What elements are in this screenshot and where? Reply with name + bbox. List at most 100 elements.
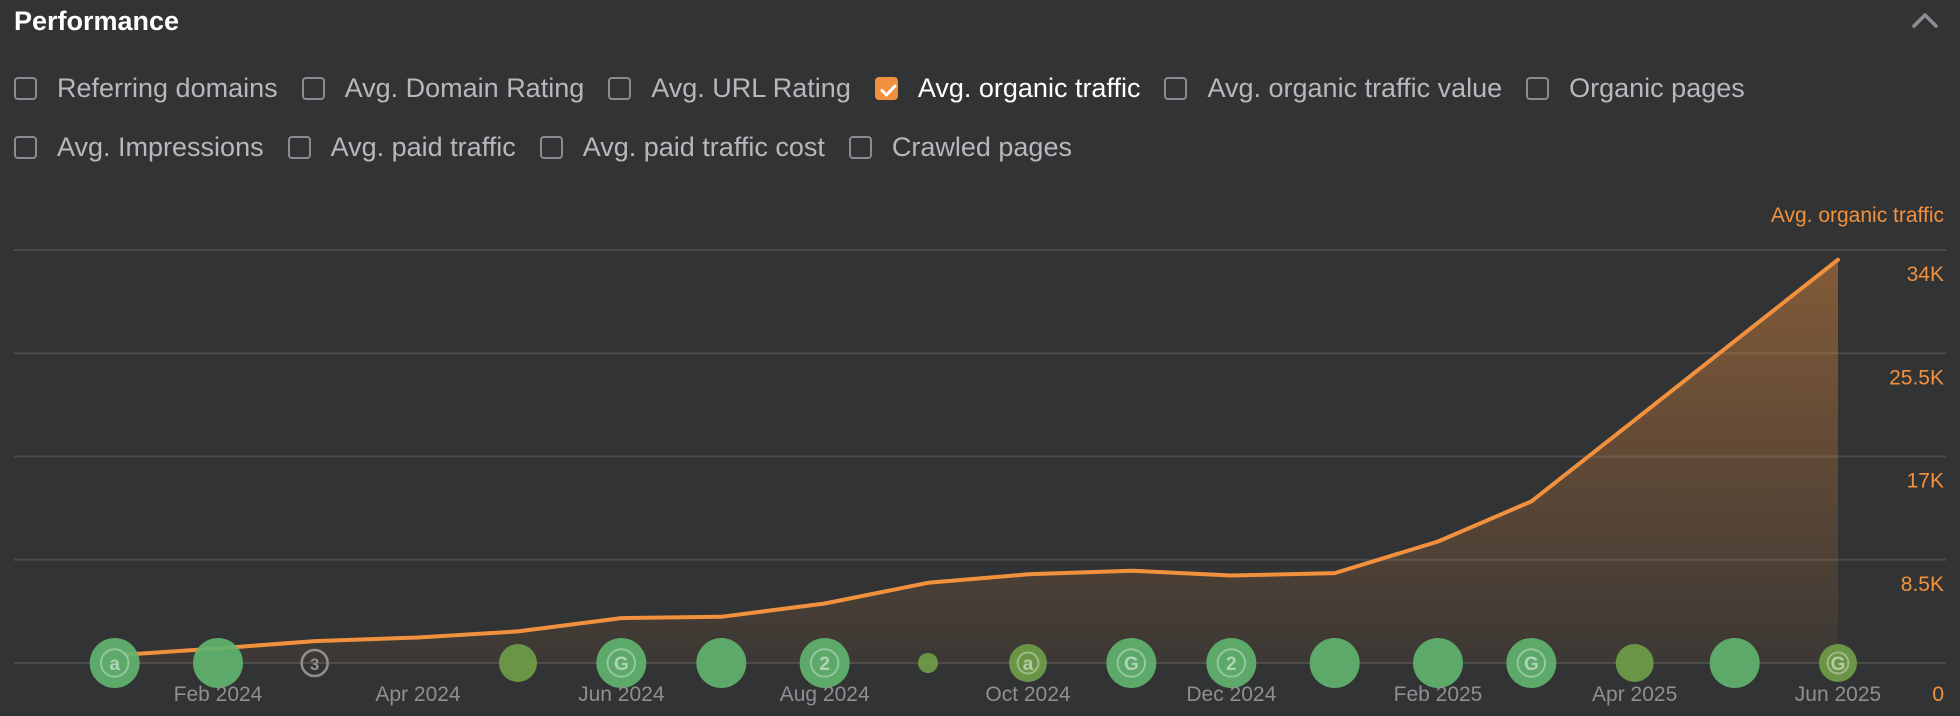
filter-row-2: Avg. Impressions Avg. paid traffic Avg. pa… [14,127,1954,167]
data-point [926,581,930,585]
data-point [1129,569,1133,573]
checkbox[interactable] [14,135,37,159]
data-point [1229,574,1233,578]
checkbox[interactable] [14,76,37,100]
filter-option-avg-paid-traffic-cost[interactable]: Avg. paid traffic cost [539,131,825,163]
filter-option-avg-impressions[interactable]: Avg. Impressions [14,132,264,163]
metric-filters: Referring domains Avg. Domain Rating Avg. … [14,68,1954,186]
filter-label: Avg. organic traffic value [1207,72,1503,103]
checkbox[interactable] [608,76,632,100]
marker-circle [1615,644,1654,682]
y-tick-label: 34K [1907,263,1944,286]
marker-label: G [1524,654,1539,675]
series-title: Avg. organic traffic [1770,204,1944,227]
marker-label: G [1831,654,1846,675]
filter-label: Avg. Domain Rating [344,72,585,103]
chevron-up-icon[interactable] [1910,6,1940,32]
marker-ring [1516,648,1547,678]
x-tick-label: Feb 2024 [174,683,263,706]
data-point [1026,572,1030,576]
event-marker[interactable] [696,638,747,688]
data-point [823,601,827,605]
event-marker[interactable]: G [1506,638,1557,688]
event-marker[interactable] [1413,638,1463,688]
marker-circle [499,644,537,682]
filter-option-avg-organic-traffic-value[interactable]: Avg. organic traffic value [1164,73,1502,104]
data-point [719,615,723,619]
marker-circle [1106,638,1157,688]
checkbox[interactable] [848,135,872,159]
filter-label: Avg. Impressions [57,131,264,162]
checkbox[interactable] [539,135,563,159]
checkbox[interactable] [1164,76,1188,100]
x-tick-label: Apr 2024 [375,683,461,706]
filter-row-1: Referring domains Avg. Domain Rating Avg. … [14,68,1954,108]
filter-label: Referring domains [57,72,278,103]
marker-circle [1413,638,1463,688]
event-marker[interactable]: 3 [300,648,329,678]
data-point [416,635,420,639]
marker-circle [1819,644,1857,682]
event-marker[interactable] [918,653,938,673]
filter-option-avg-domain-rating[interactable]: Avg. Domain Rating [301,72,585,104]
marker-circle [1506,638,1557,688]
filter-option-avg-paid-traffic[interactable]: Avg. paid traffic [287,131,516,163]
event-marker[interactable]: a [1009,644,1047,682]
series-area [126,259,1839,663]
x-tick-label: Oct 2024 [985,683,1071,706]
y-tick-label: 17K [1907,470,1944,493]
checkmark-icon [880,84,897,96]
event-marker[interactable]: G [596,638,647,688]
filter-option-referring-domains[interactable]: Referring domains [14,73,278,104]
filter-label: Organic pages [1569,72,1745,103]
marker-ring [1826,651,1850,675]
checkbox[interactable] [1526,76,1550,100]
page-title: Performance [14,6,180,36]
x-tick-label: Aug 2024 [780,683,870,706]
data-point [313,639,317,643]
event-marker[interactable]: G [1106,638,1157,688]
filter-option-crawled-pages[interactable]: Crawled pages [848,132,1072,163]
filter-label: Avg. paid traffic cost [582,131,825,162]
marker-circle [1206,638,1257,688]
data-point [1529,499,1533,503]
marker-ring [99,648,130,678]
filter-option-avg-organic-traffic[interactable]: Avg. organic traffic [874,73,1140,104]
marker-label: G [1124,654,1139,675]
checkbox-checked[interactable] [874,76,898,100]
marker-circle [799,638,850,688]
marker-circle [596,638,647,688]
marker-circle [300,648,329,678]
x-tick-label: Feb 2025 [1394,683,1483,706]
event-marker[interactable]: 2 [799,638,850,688]
x-tick-label: Dec 2024 [1186,683,1276,706]
filter-label: Avg. paid traffic [330,131,516,162]
event-marker[interactable]: G [1819,644,1857,682]
data-point [516,629,520,633]
marker-circle [1709,638,1760,688]
event-marker[interactable] [1709,638,1760,688]
filter-option-avg-url-rating[interactable]: Avg. URL Rating [608,73,851,104]
data-point [1733,339,1737,343]
checkbox[interactable] [301,76,325,100]
marker-label: 2 [1226,654,1237,675]
series-line [124,257,1840,657]
marker-label: a [1023,654,1034,675]
event-marker[interactable] [499,644,537,682]
y-tick-label: 8.5K [1901,573,1944,596]
event-marker[interactable] [1615,644,1654,682]
data-point [619,616,623,620]
performance-chart: 0 8.5K 17K 25.5K 34K a 3 G 2 a G 2 G G Feb 2024 Apr 202… [14,249,1946,706]
data-point [1633,418,1637,422]
data-point [1333,571,1337,575]
filter-option-organic-pages[interactable]: Organic pages [1526,73,1745,104]
marker-ring [809,648,840,678]
event-marker[interactable] [193,638,243,688]
marker-ring [1216,648,1247,678]
event-marker[interactable]: a [89,638,140,688]
event-marker[interactable]: 2 [1206,638,1257,688]
marker-ring [1016,651,1040,675]
checkbox[interactable] [287,135,311,159]
marker-circle [918,653,938,673]
event-marker[interactable] [1309,638,1360,688]
